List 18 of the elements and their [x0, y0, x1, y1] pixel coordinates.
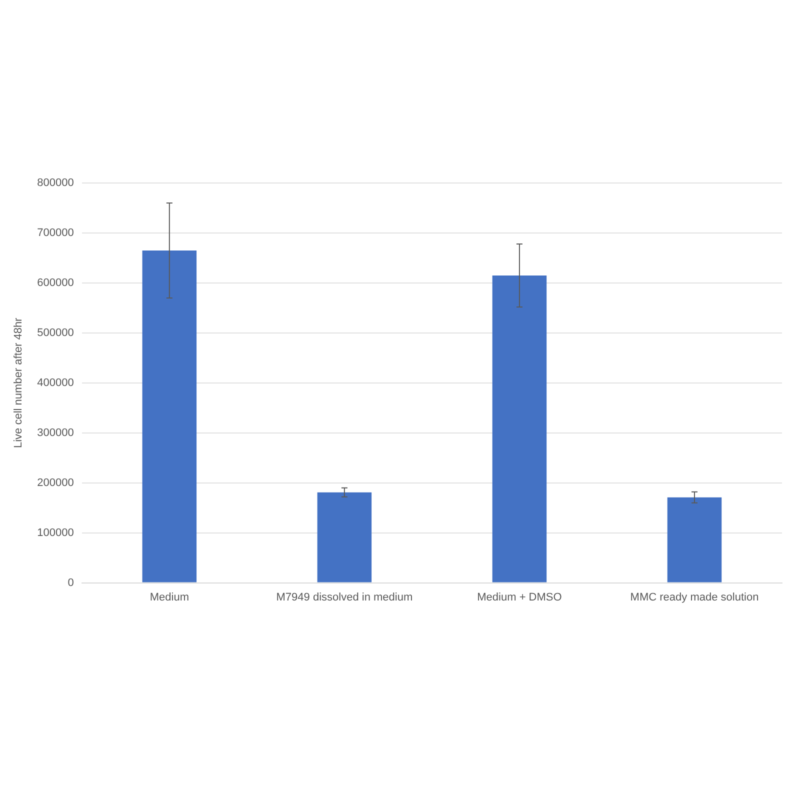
y-tick-label: 700000 — [37, 227, 74, 240]
bar — [492, 275, 547, 582]
y-axis-title: Live cell number after 48hr — [12, 317, 25, 448]
x-tick-label: M7949 dissolved in medium — [276, 591, 413, 604]
y-tick-label: 400000 — [37, 376, 74, 389]
bar — [667, 497, 722, 582]
y-tick-label: 300000 — [37, 426, 74, 439]
x-tick-label: Medium — [150, 591, 189, 604]
y-tick-label: 0 — [68, 576, 74, 589]
y-tick-label: 800000 — [37, 177, 74, 190]
y-tick-label: 200000 — [37, 476, 74, 489]
y-tick-label: 600000 — [37, 276, 74, 289]
y-tick-label: 500000 — [37, 326, 74, 339]
x-tick-label: Medium + DMSO — [477, 591, 562, 604]
bar — [317, 492, 372, 582]
bar — [142, 250, 197, 582]
x-tick-label: MMC ready made solution — [630, 591, 759, 604]
y-tick-label: 100000 — [37, 526, 74, 539]
